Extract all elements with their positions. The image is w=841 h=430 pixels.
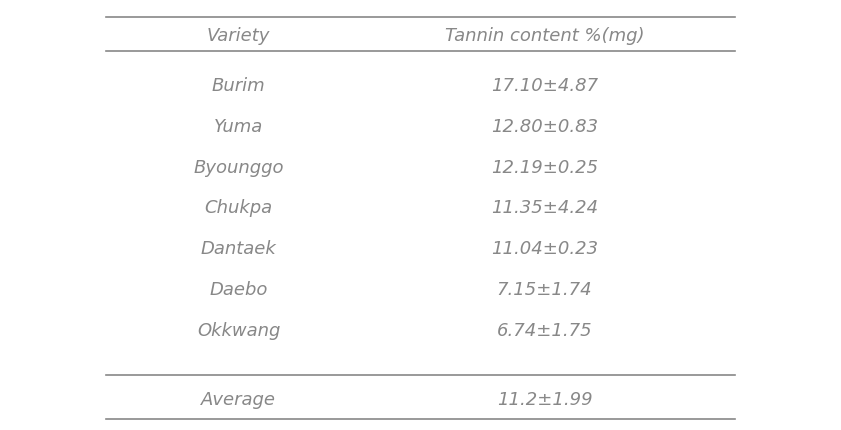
- Text: Average: Average: [201, 391, 276, 409]
- Text: 11.04±0.23: 11.04±0.23: [491, 240, 598, 258]
- Text: 7.15±1.74: 7.15±1.74: [497, 281, 592, 299]
- Text: 12.80±0.83: 12.80±0.83: [491, 118, 598, 136]
- Text: 6.74±1.75: 6.74±1.75: [497, 322, 592, 340]
- Text: Yuma: Yuma: [214, 118, 263, 136]
- Text: Okkwang: Okkwang: [197, 322, 280, 340]
- Text: 11.35±4.24: 11.35±4.24: [491, 200, 598, 217]
- Text: Burim: Burim: [212, 77, 266, 95]
- Text: 17.10±4.87: 17.10±4.87: [491, 77, 598, 95]
- Text: Daebo: Daebo: [209, 281, 267, 299]
- Text: Byounggo: Byounggo: [193, 159, 283, 177]
- Text: Variety: Variety: [207, 27, 270, 45]
- Text: Tannin content %(mg): Tannin content %(mg): [445, 27, 644, 45]
- Text: 12.19±0.25: 12.19±0.25: [491, 159, 598, 177]
- Text: Dantaek: Dantaek: [201, 240, 277, 258]
- Text: Chukpa: Chukpa: [204, 200, 272, 217]
- Text: 11.2±1.99: 11.2±1.99: [497, 391, 592, 409]
